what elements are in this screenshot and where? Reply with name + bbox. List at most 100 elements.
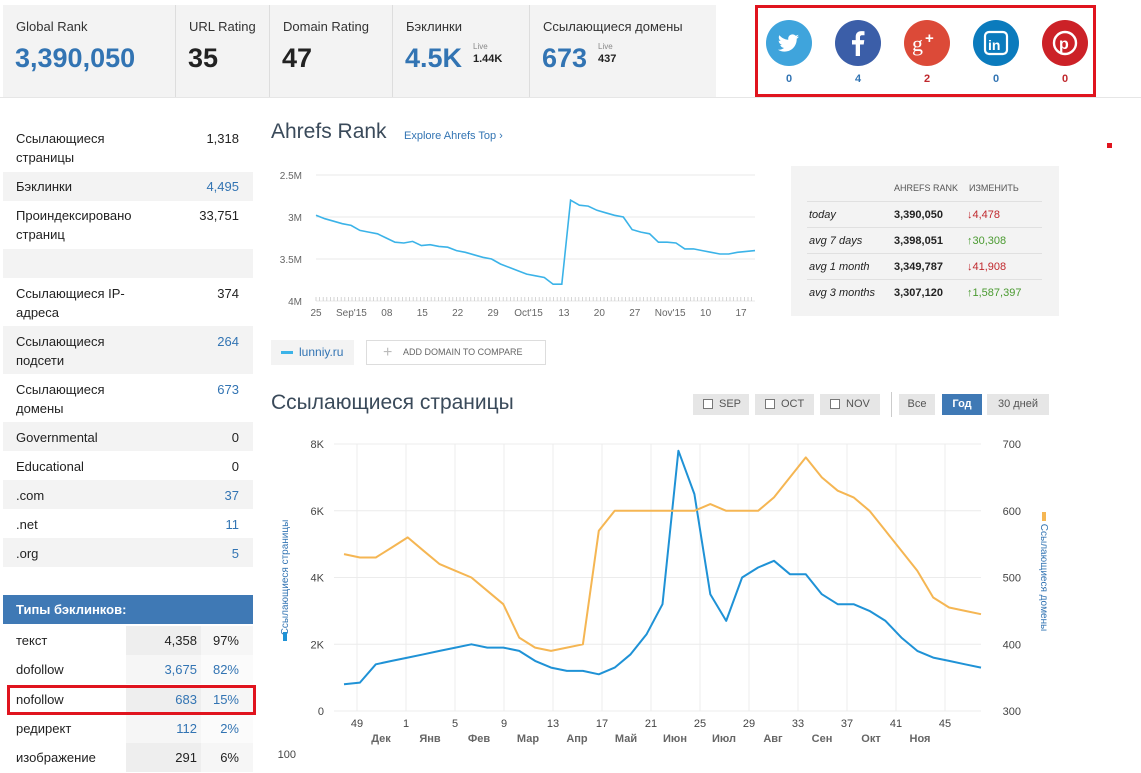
metric-referring-domains[interactable]: Ссылающиеся домены 673 Live 437	[529, 5, 716, 97]
y-left-axis-swatch	[283, 632, 287, 641]
type-label: изображение	[16, 750, 96, 765]
linkedin-count: 0	[992, 73, 1000, 85]
rank-value: 3,349,787	[894, 261, 943, 273]
stat-row: Governmental 0	[3, 422, 253, 451]
rank-change: ↓41,908	[967, 254, 1006, 280]
metric-global-rank: Global Rank 3,390,050	[3, 5, 173, 97]
stat-row: Ссылающиеся страницы 1,318	[3, 120, 253, 178]
rank-value: 3,307,120	[894, 287, 943, 299]
rank-period: today	[809, 209, 836, 221]
stat-row: .org 5	[3, 538, 253, 567]
checkbox[interactable]	[703, 399, 713, 409]
stat-row: Бэклинки 4,495	[3, 172, 253, 201]
stat-value[interactable]: 37	[224, 488, 239, 503]
legend-domain-label: lunniy.ru	[299, 345, 344, 359]
checkbox[interactable]	[830, 399, 840, 409]
type-count[interactable]: 112	[126, 714, 201, 743]
x-week-label: 1	[403, 718, 409, 730]
metric-label: Global Rank	[16, 19, 88, 34]
x-week-label: 25	[694, 718, 706, 730]
checkbox[interactable]	[765, 399, 775, 409]
stat-value[interactable]: 5	[231, 546, 239, 561]
metric-label: Ссылающиеся домены	[543, 19, 683, 34]
x-week-label: 21	[645, 718, 657, 730]
ahrefs-rank-table: AHREFS RANK ИЗМЕНИТЬ today 3,390,050 ↓4,…	[791, 166, 1059, 316]
x-month-label: Авг	[763, 733, 783, 745]
stat-label: Ссылающиеся домены	[16, 382, 105, 416]
rank-period: avg 3 months	[809, 287, 876, 299]
rank-change-value: 4,478	[972, 209, 1001, 221]
referring-domains-line	[343, 456, 982, 652]
pinterest-button[interactable]: p	[1042, 20, 1088, 66]
filter-sep[interactable]: SEP	[693, 394, 749, 415]
twitter-button[interactable]	[766, 20, 812, 66]
stat-value: 0	[231, 459, 239, 474]
facebook-button[interactable]	[835, 20, 881, 66]
live-label: Live	[598, 42, 613, 51]
y-right-tick-label: 600	[1003, 506, 1021, 518]
live-value: 437	[598, 53, 617, 65]
google-plus-button[interactable]: g +	[904, 20, 950, 66]
type-percent[interactable]: 15%	[201, 685, 253, 714]
add-domain-label: ADD DOMAIN TO COMPARE	[403, 347, 523, 357]
metric-value[interactable]: 4.5K	[405, 43, 463, 73]
type-label: текст	[16, 633, 48, 648]
x-tick-label: 17	[735, 308, 747, 319]
twitter-icon	[777, 34, 799, 52]
twitter-count: 0	[785, 73, 793, 85]
stat-value[interactable]: 264	[217, 334, 239, 349]
stat-value: 374	[217, 286, 239, 301]
type-percent: 6%	[201, 743, 253, 772]
stat-label: Проиндексировано страниц	[16, 208, 132, 242]
stat-value[interactable]: 11	[225, 517, 240, 532]
google-plus-count: 2	[923, 73, 931, 85]
rank-change-value: 30,308	[972, 235, 1007, 247]
filter-label: OCT	[781, 398, 805, 410]
rank-change: ↓4,478	[967, 202, 1000, 228]
type-count[interactable]: 683	[126, 685, 201, 714]
stat-label: Educational	[16, 459, 84, 474]
table-header: AHREFS RANK	[894, 183, 959, 193]
stat-label: Бэклинки	[16, 179, 72, 194]
x-month-label: Янв	[419, 733, 441, 745]
range-year-button[interactable]: Год	[942, 394, 982, 415]
type-percent[interactable]: 82%	[201, 655, 253, 684]
y-left-tick-label: 6K	[311, 506, 325, 518]
rank-value: 3,398,051	[894, 235, 943, 247]
type-percent[interactable]: 2%	[201, 714, 253, 743]
stat-value[interactable]: 673	[217, 382, 239, 397]
x-month-label: Фев	[468, 733, 491, 745]
explore-ahrefs-top-link[interactable]: Explore Ahrefs Top ›	[404, 130, 503, 142]
filter-oct[interactable]: OCT	[755, 394, 814, 415]
type-count[interactable]: 3,675	[126, 655, 201, 684]
type-label: dofollow	[16, 662, 64, 677]
highlight-box	[7, 685, 256, 715]
metric-domain-rating: Domain Rating 47	[269, 5, 391, 97]
metric-value[interactable]: 673	[542, 43, 588, 73]
y-right-tick-label: 400	[1003, 639, 1021, 651]
rank-period: avg 7 days	[809, 235, 863, 247]
filter-nov[interactable]: NOV	[820, 394, 880, 415]
add-domain-button[interactable]: + ADD DOMAIN TO COMPARE	[366, 340, 546, 365]
stat-row: Educational 0	[3, 451, 253, 480]
metric-backlinks[interactable]: Бэклинки 4.5K Live 1.44K	[392, 5, 527, 97]
x-month-label: Сен	[812, 733, 833, 745]
rank-row: avg 3 months 3,307,120 ↑1,587,397	[807, 279, 1042, 305]
svg-text:p: p	[1059, 36, 1069, 53]
x-week-label: 41	[890, 718, 902, 730]
stat-row: Ссылающиеся домены 673	[3, 374, 253, 422]
legend-domain-chip[interactable]: lunniy.ru	[271, 340, 354, 365]
linkedin-button[interactable]: in	[973, 20, 1019, 66]
y-right-tick-label: 500	[1003, 573, 1021, 585]
x-month-label: Ноя	[910, 733, 931, 745]
live-value: 1.44K	[473, 53, 503, 65]
range-all-button[interactable]: Все	[899, 394, 935, 415]
ahrefs-rank-title: Ahrefs Rank	[271, 120, 387, 143]
linking-pages-line	[343, 449, 982, 686]
stat-value[interactable]: 4,495	[206, 179, 239, 194]
metric-label: Domain Rating	[283, 19, 369, 34]
stat-label: .net	[16, 517, 38, 532]
x-week-label: 13	[547, 718, 559, 730]
range-30-days-button[interactable]: 30 дней	[987, 394, 1049, 415]
filter-label: SEP	[719, 398, 742, 410]
